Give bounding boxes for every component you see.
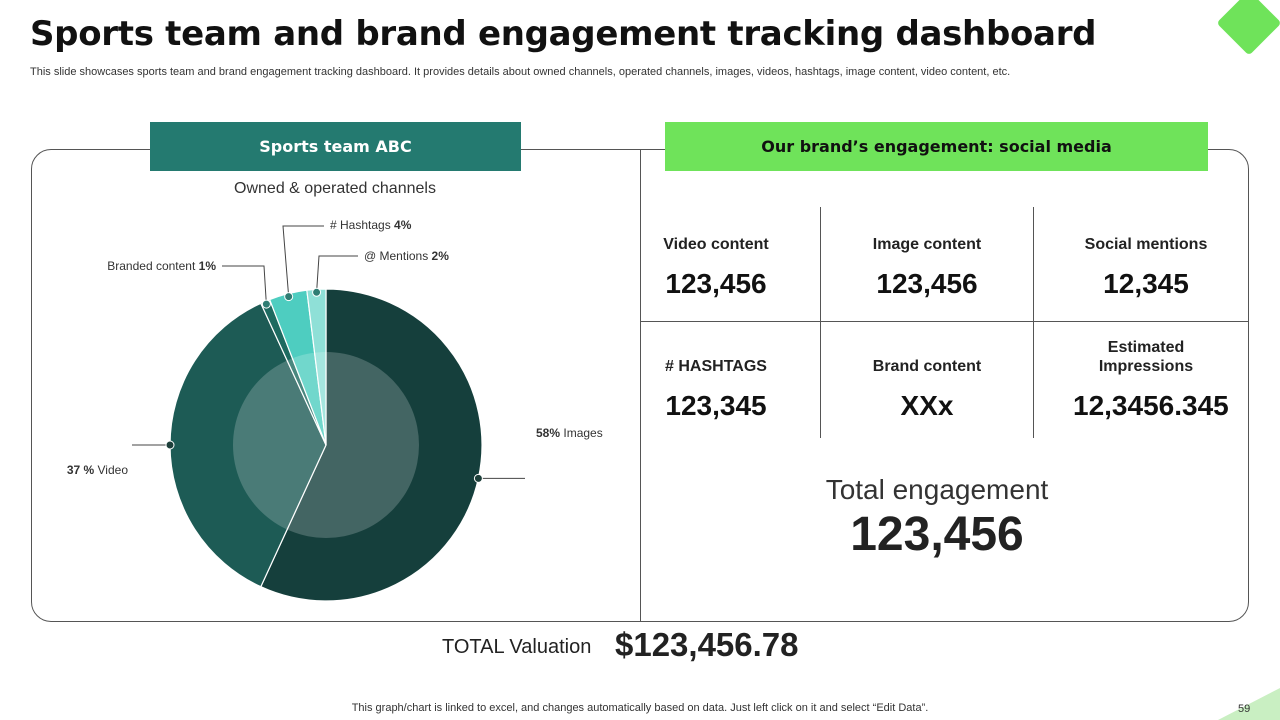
metric-label: # HASHTAGS	[665, 358, 767, 375]
metric-label: Social mentions	[1084, 236, 1208, 253]
data-label-images: 58% Images	[536, 426, 603, 440]
callout-line-branded-content	[222, 265, 267, 305]
metrics-grid-line	[820, 207, 821, 438]
footer-note: This graph/chart is linked to excel, and…	[351, 702, 929, 714]
data-label-video: 37 % Video	[67, 463, 128, 477]
metrics-grid-line	[641, 321, 1249, 322]
page-corner-decoration	[1218, 688, 1280, 720]
metric-value: 12,3456.345	[1073, 390, 1229, 421]
chart-title: Owned & operated channels	[234, 180, 436, 197]
data-label-mentions: @ Mentions 2%	[364, 249, 449, 263]
page-title: Sports team and brand engagement trackin…	[30, 14, 1097, 54]
total-engagement-label: Total engagement	[825, 474, 1049, 505]
metric-label: Image content	[872, 236, 982, 253]
metric-label: Brand content	[872, 358, 982, 375]
callout-dot-branded-content	[261, 299, 271, 309]
callout-line-mentions	[316, 255, 358, 293]
corner-diamond-decoration	[1216, 0, 1280, 56]
sports-team-header: Sports team ABC	[150, 122, 521, 171]
callout-line-hashtags	[282, 225, 324, 297]
metric-brand-content: Brand content XXx	[852, 357, 1002, 422]
total-valuation-label: TOTAL Valuation	[442, 636, 592, 658]
total-engagement-value: 123,456	[850, 508, 1024, 561]
page-number: 59	[1238, 703, 1251, 715]
panel-divider	[640, 149, 641, 622]
metric-image-content: Image content 123,456	[852, 235, 1002, 300]
brand-engagement-header: Our brand’s engagement: social media	[665, 122, 1208, 171]
metric-value: 123,456	[665, 268, 767, 299]
pie-chart[interactable]: 58% Images 37 % Video Branded content 1% # …	[0, 0, 640, 640]
metric-value: 123,345	[665, 390, 767, 421]
metric-label: Video content	[663, 236, 769, 253]
callout-dot-video	[165, 440, 175, 450]
data-label-branded-content: Branded content 1%	[107, 259, 216, 273]
metric-video-content: Video content 123,456	[641, 235, 791, 300]
callout-dot-mentions	[312, 287, 322, 297]
metric-estimated-impressions: Estimated Impressions 12,3456.345	[1073, 338, 1229, 422]
metric-social-mentions: Social mentions 12,345	[1058, 235, 1234, 300]
page-subtitle: This slide showcases sports team and bra…	[30, 66, 1011, 78]
metric-hashtags: # HASHTAGS 123,345	[641, 357, 791, 422]
metric-value: 12,345	[1103, 268, 1189, 299]
metric-value: 123,456	[876, 268, 978, 299]
metrics-grid-line	[1033, 207, 1034, 438]
total-valuation-value: $123,456.78	[615, 626, 799, 663]
metric-label: Estimated Impressions	[1098, 339, 1194, 375]
data-label-hashtags: # Hashtags 4%	[330, 218, 412, 232]
pie-inner-highlight	[233, 352, 419, 538]
metric-value: XXx	[900, 390, 954, 421]
callout-dot-images	[473, 473, 483, 483]
callout-dot-hashtags	[284, 292, 294, 302]
